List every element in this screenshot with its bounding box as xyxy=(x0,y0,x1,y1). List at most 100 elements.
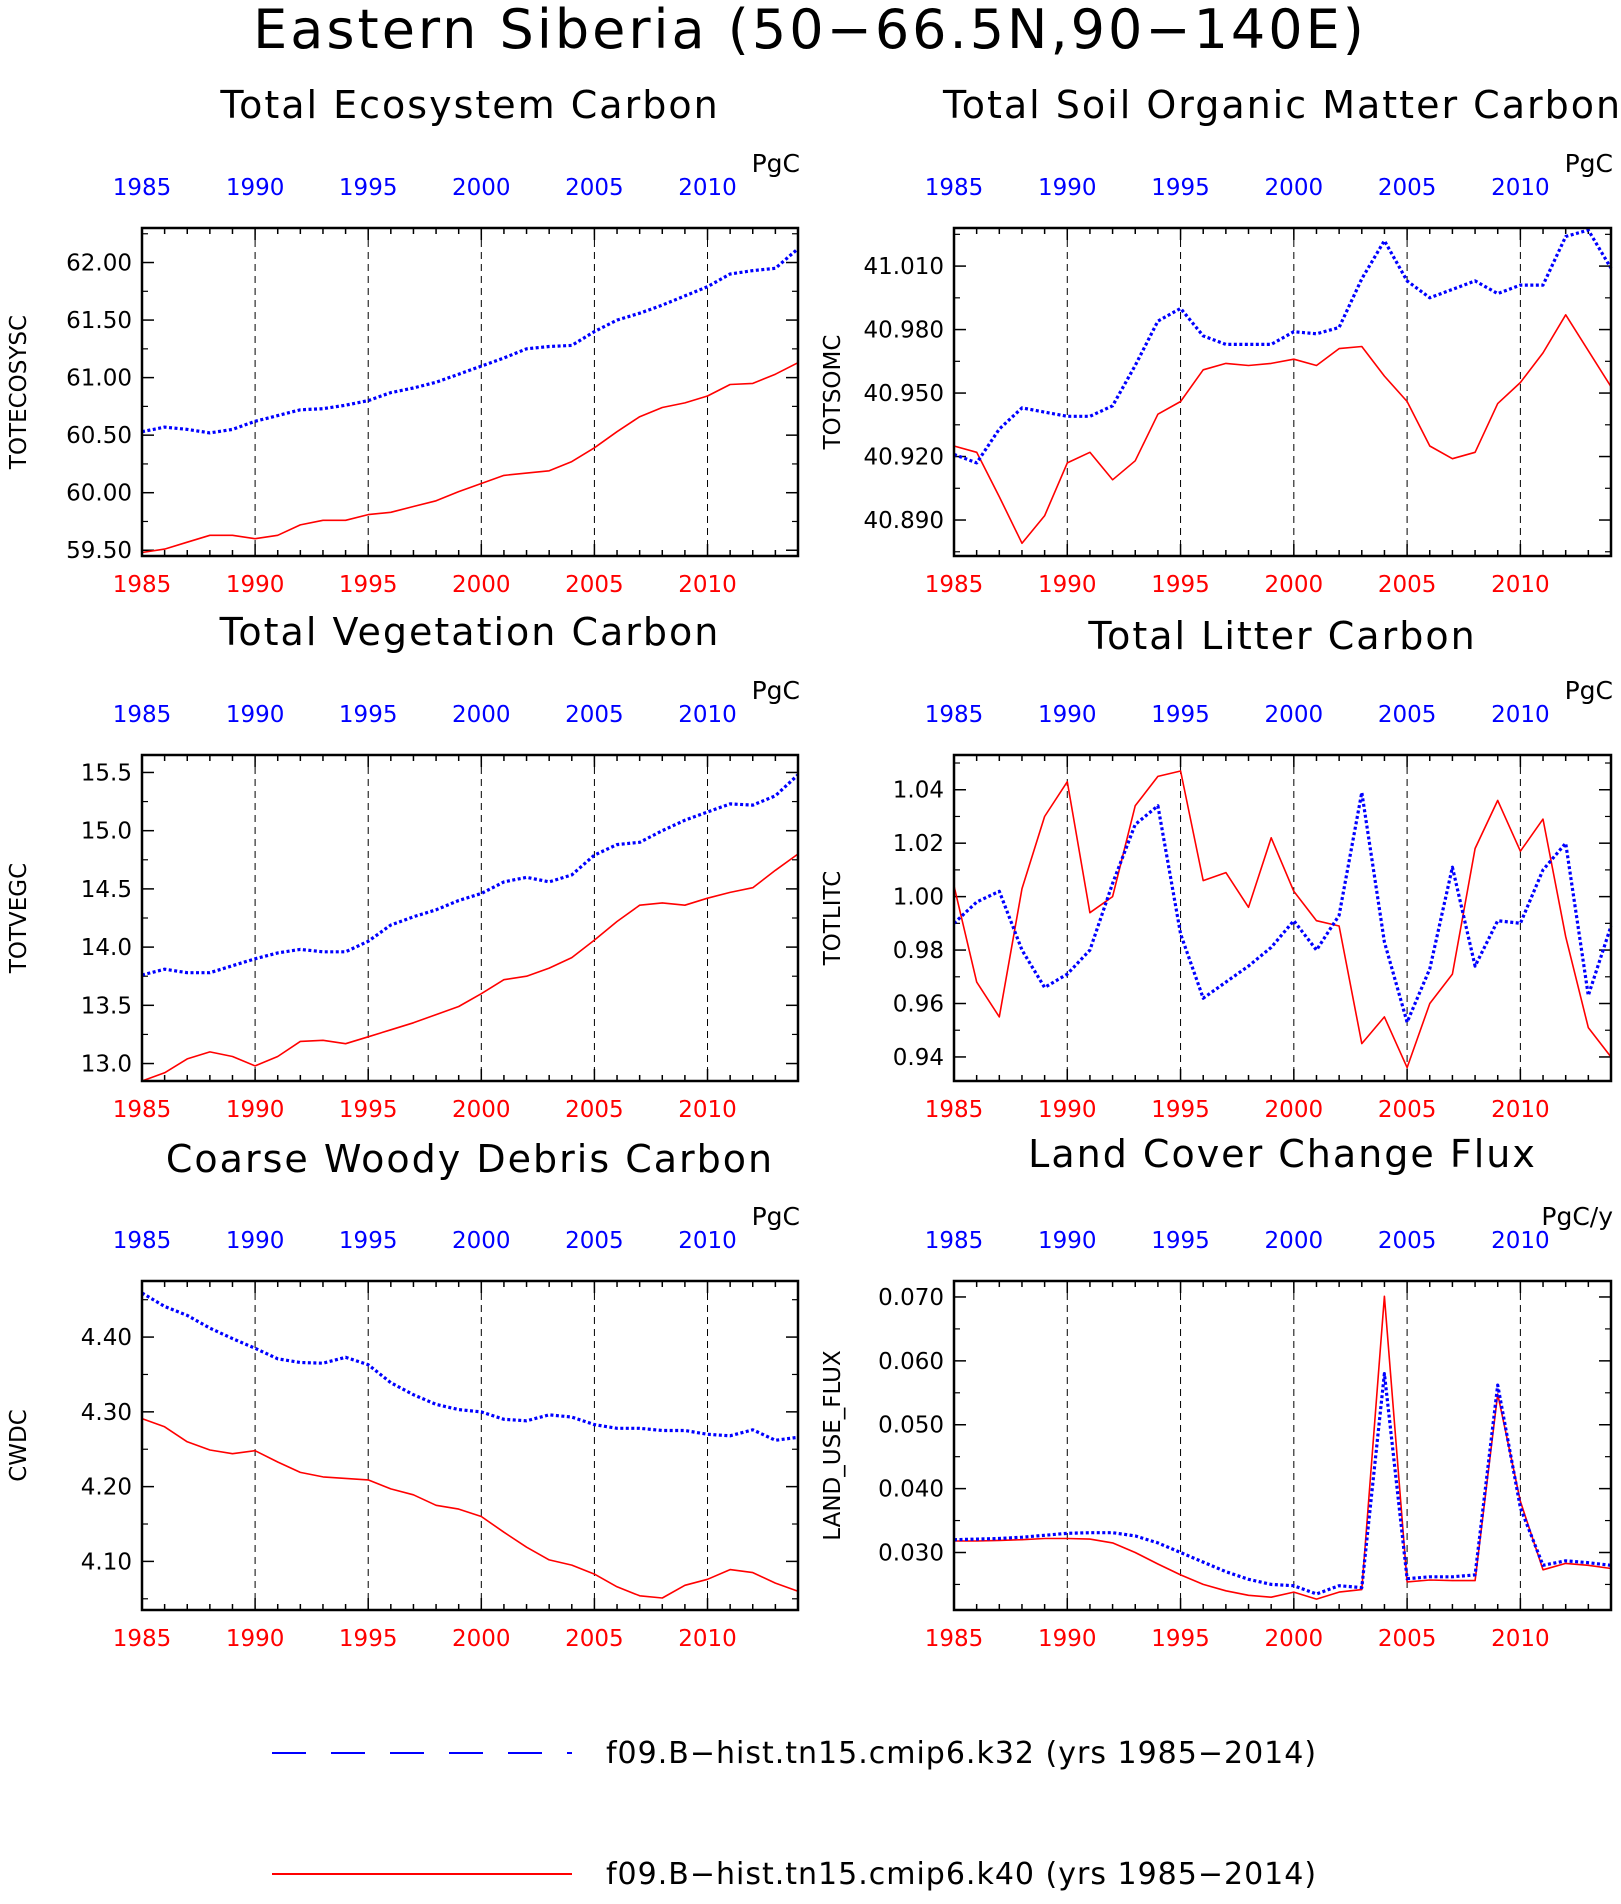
legend-entry-label: f09.B−hist.tn15.cmip6.k40 (yrs 1985−2014… xyxy=(606,1857,1317,1892)
x-tick-label-top: 1995 xyxy=(1151,175,1210,201)
y-tick-label: 4.30 xyxy=(81,1400,132,1426)
x-tick-label-top: 1995 xyxy=(339,702,398,728)
chart-panel-2: Total Soil Organic Matter Carbon PgC 1985 1… xyxy=(820,83,1621,598)
y-axis-label: TOTECOSYSC xyxy=(6,315,32,470)
x-tick-label-bottom: 2005 xyxy=(565,1626,624,1652)
x-tick-label-top: 2000 xyxy=(452,1228,511,1254)
x-tick-label-bottom: 2010 xyxy=(1491,1626,1550,1652)
x-tick-label-bottom: 1995 xyxy=(339,1626,398,1652)
x-tick-label-top: 2010 xyxy=(678,1228,737,1254)
x-tick-label-bottom: 2000 xyxy=(452,1097,511,1123)
x-tick-label-top: 1995 xyxy=(1151,702,1210,728)
y-tick-label: 41.010 xyxy=(864,254,944,280)
x-tick-label-top: 2010 xyxy=(1491,1228,1550,1254)
x-tick-label-bottom: 2010 xyxy=(1491,572,1550,598)
x-tick-label-top: 2005 xyxy=(1378,175,1437,201)
y-tick-label: 0.030 xyxy=(878,1541,944,1567)
series-line-k40 xyxy=(141,1417,799,1599)
y-tick-label: 0.050 xyxy=(878,1413,944,1439)
x-tick-label-bottom: 2000 xyxy=(452,1626,511,1652)
y-tick-label: 61.50 xyxy=(66,308,132,334)
y-tick-label: 61.00 xyxy=(66,366,132,392)
series-line-k40 xyxy=(954,1295,1612,1600)
x-tick-label-top: 1995 xyxy=(1151,1228,1210,1254)
plot-frame xyxy=(952,753,1613,1083)
y-tick-label: 59.50 xyxy=(66,538,132,564)
panel-title: Coarse Woody Debris Carbon xyxy=(166,1137,774,1181)
unit-label: PgC/y xyxy=(1541,1202,1613,1231)
x-tick-label-bottom: 2005 xyxy=(565,572,624,598)
panel-title: Total Ecosystem Carbon xyxy=(219,83,719,127)
x-tick-label-top: 2005 xyxy=(1378,702,1437,728)
x-tick-label-top: 2005 xyxy=(565,175,624,201)
y-tick-label: 40.890 xyxy=(864,508,944,534)
x-tick-label-bottom: 2000 xyxy=(1265,1626,1324,1652)
x-tick-label-bottom: 1990 xyxy=(1038,572,1097,598)
x-tick-label-bottom: 1995 xyxy=(339,1097,398,1123)
x-tick-label-top: 1985 xyxy=(113,175,172,201)
x-tick-label-bottom: 1985 xyxy=(113,1626,172,1652)
chart-panel-4: Total Litter Carbon PgC 1985 1985 1990 1990 19… xyxy=(820,614,1613,1123)
unit-label: PgC xyxy=(1565,149,1613,178)
series-line-k40 xyxy=(141,361,799,554)
panel-title: Total Litter Carbon xyxy=(1087,614,1476,658)
x-tick-label-bottom: 2010 xyxy=(1491,1097,1550,1123)
x-tick-label-top: 2010 xyxy=(1491,175,1550,201)
x-tick-label-bottom: 1985 xyxy=(925,572,984,598)
x-tick-label-top: 2000 xyxy=(1265,702,1324,728)
x-tick-label-top: 1995 xyxy=(339,1228,398,1254)
plot-frame xyxy=(952,226,1613,558)
unit-label: PgC xyxy=(752,149,800,178)
figure-title: Eastern Siberia (50−66.5N,90−140E) xyxy=(253,0,1367,61)
unit-label: PgC xyxy=(752,1202,800,1231)
series-line-k40 xyxy=(141,853,799,1082)
x-tick-label-bottom: 1990 xyxy=(226,572,285,598)
x-tick-label-top: 2005 xyxy=(565,702,624,728)
panel-title: Land Cover Change Flux xyxy=(1028,1132,1537,1176)
y-tick-label: 14.5 xyxy=(81,877,132,903)
x-tick-label-bottom: 2010 xyxy=(678,572,737,598)
y-tick-label: 0.060 xyxy=(878,1349,944,1375)
chart-panel-1: Total Ecosystem Carbon PgC 1985 1985 1990 199… xyxy=(6,83,800,598)
unit-label: PgC xyxy=(1565,676,1613,705)
x-tick-label-top: 1995 xyxy=(339,175,398,201)
x-tick-label-bottom: 1990 xyxy=(226,1097,285,1123)
x-tick-label-bottom: 1995 xyxy=(1151,1626,1210,1652)
plot-frame xyxy=(140,226,800,558)
x-tick-label-top: 2000 xyxy=(452,175,511,201)
series-line-k32 xyxy=(141,773,800,977)
x-tick-label-top: 2005 xyxy=(1378,1228,1437,1254)
y-tick-label: 60.50 xyxy=(66,423,132,449)
x-tick-label-top: 1990 xyxy=(1038,702,1097,728)
y-tick-label: 15.5 xyxy=(81,760,132,786)
y-axis-label: TOTSOMC xyxy=(820,335,846,451)
x-tick-label-bottom: 1990 xyxy=(1038,1097,1097,1123)
x-tick-label-bottom: 2000 xyxy=(1265,1097,1324,1123)
x-tick-label-bottom: 2000 xyxy=(1265,572,1324,598)
y-axis-label: TOTVEGC xyxy=(6,863,32,974)
chart-panel-5: Coarse Woody Debris Carbon PgC 1985 1985 199… xyxy=(6,1137,800,1652)
y-tick-label: 60.00 xyxy=(66,481,132,507)
y-tick-label: 4.10 xyxy=(81,1549,132,1575)
series-line-k32 xyxy=(952,790,1613,1024)
x-tick-label-bottom: 1985 xyxy=(113,1097,172,1123)
x-tick-label-bottom: 1985 xyxy=(925,1626,984,1652)
x-tick-label-bottom: 2005 xyxy=(1378,1097,1437,1123)
series-line-k32 xyxy=(141,247,800,435)
y-tick-label: 14.0 xyxy=(81,935,132,961)
legend: f09.B−hist.tn15.cmip6.k32 (yrs 1985−2014… xyxy=(272,1736,1317,1892)
panel-title: Total Vegetation Carbon xyxy=(219,610,721,654)
panel-title: Total Soil Organic Matter Carbon xyxy=(942,83,1621,127)
y-tick-label: 0.070 xyxy=(878,1285,944,1311)
y-axis-label: TOTLITC xyxy=(820,871,846,967)
x-tick-label-top: 2010 xyxy=(678,175,737,201)
y-tick-label: 13.5 xyxy=(81,993,132,1019)
x-tick-label-top: 1990 xyxy=(1038,175,1097,201)
y-tick-label: 40.950 xyxy=(864,381,944,407)
series-line-k40 xyxy=(953,313,1612,545)
x-tick-label-bottom: 1985 xyxy=(925,1097,984,1123)
y-tick-label: 13.0 xyxy=(81,1052,132,1078)
x-tick-label-top: 2000 xyxy=(452,702,511,728)
x-tick-label-top: 1990 xyxy=(226,175,285,201)
